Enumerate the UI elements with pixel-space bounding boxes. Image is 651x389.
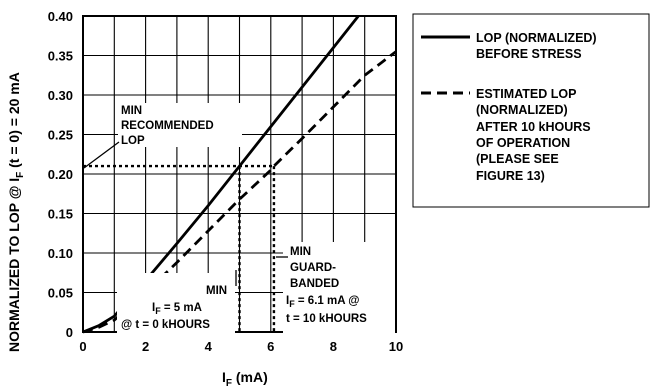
y-tick-label: 0.40 bbox=[48, 9, 73, 24]
min-recommended-pointer bbox=[83, 141, 120, 169]
y-tick-label: 0.20 bbox=[48, 167, 73, 182]
min-recommended-line3: LOP bbox=[121, 135, 145, 147]
x-tick-label: 2 bbox=[142, 339, 149, 354]
y-tick-label: 0.05 bbox=[48, 286, 73, 301]
x-axis-title: IF (mA) bbox=[222, 369, 268, 389]
min-left-line3: @ t = 0 kHOURS bbox=[121, 319, 210, 331]
legend-entry-2-line3: AFTER 10 kHOURS bbox=[476, 120, 591, 134]
y-tick-label: 0 bbox=[66, 325, 73, 340]
x-tick-label: 10 bbox=[389, 339, 403, 354]
y-tick-label: 0.35 bbox=[48, 49, 73, 64]
y-tick-label: 0.15 bbox=[48, 207, 73, 222]
y-tick-label: 0.25 bbox=[48, 128, 73, 143]
min-right-line1: MIN bbox=[290, 246, 311, 258]
x-tick-label: 4 bbox=[205, 339, 213, 354]
min-right-line5: t = 10 kHOURS bbox=[286, 313, 367, 325]
x-tick-label: 6 bbox=[267, 339, 274, 354]
min-recommended-line1: MIN bbox=[121, 105, 142, 117]
x-tick-label: 8 bbox=[330, 339, 337, 354]
legend-entry-2-line6: FIGURE 13) bbox=[476, 169, 545, 183]
y-tick-label: 0.10 bbox=[48, 246, 73, 261]
min-right-line3: BANDED bbox=[290, 278, 339, 290]
legend-entry-2-line1: ESTIMATED LOP bbox=[476, 87, 576, 101]
min-right-label-bg bbox=[283, 242, 395, 334]
min-recommended-label-bg bbox=[118, 103, 242, 147]
min-right-line2: GUARD- bbox=[290, 262, 336, 274]
y-axis-title: NORMALIZED TO LOP @ IF (t = 0) = 20 mA bbox=[6, 72, 26, 352]
legend-entry-2-line5: (PLEASE SEE bbox=[476, 152, 559, 166]
legend-box bbox=[412, 13, 650, 208]
legend-entry-2-line2: (NORMALIZED) bbox=[476, 103, 568, 117]
min-left-line1: MIN bbox=[206, 285, 227, 297]
legend-entry-1-line1: LOP (NORMALIZED) bbox=[476, 31, 597, 45]
plot-frame bbox=[82, 15, 397, 333]
legend: LOP (NORMALIZED) BEFORE STRESS ESTIMATED… bbox=[412, 13, 650, 208]
min-right-line4: IF = 6.1 mA @ bbox=[286, 295, 360, 309]
x-tick-label: 0 bbox=[79, 339, 86, 354]
tick-labels: 0 2 4 6 8 10 0 0.05 0.10 0.15 0.20 0.25 0.30 0.35 0.40 bbox=[48, 9, 404, 354]
legend-entry-1-line2: BEFORE STRESS bbox=[476, 47, 582, 61]
reference-lines bbox=[83, 164, 276, 332]
series-lines bbox=[82, 15, 397, 334]
series-lop-after-10khours bbox=[82, 50, 397, 334]
min-left-line2: IF = 5 mA bbox=[152, 302, 202, 316]
legend-entry-2-line4: OF OPERATION bbox=[476, 136, 570, 150]
min-left-label-bg bbox=[117, 273, 235, 333]
min-recommended-line2: RECOMMENDED bbox=[121, 120, 214, 132]
y-tick-label: 0.30 bbox=[48, 88, 73, 103]
series-lop-before-stress bbox=[82, 15, 360, 334]
